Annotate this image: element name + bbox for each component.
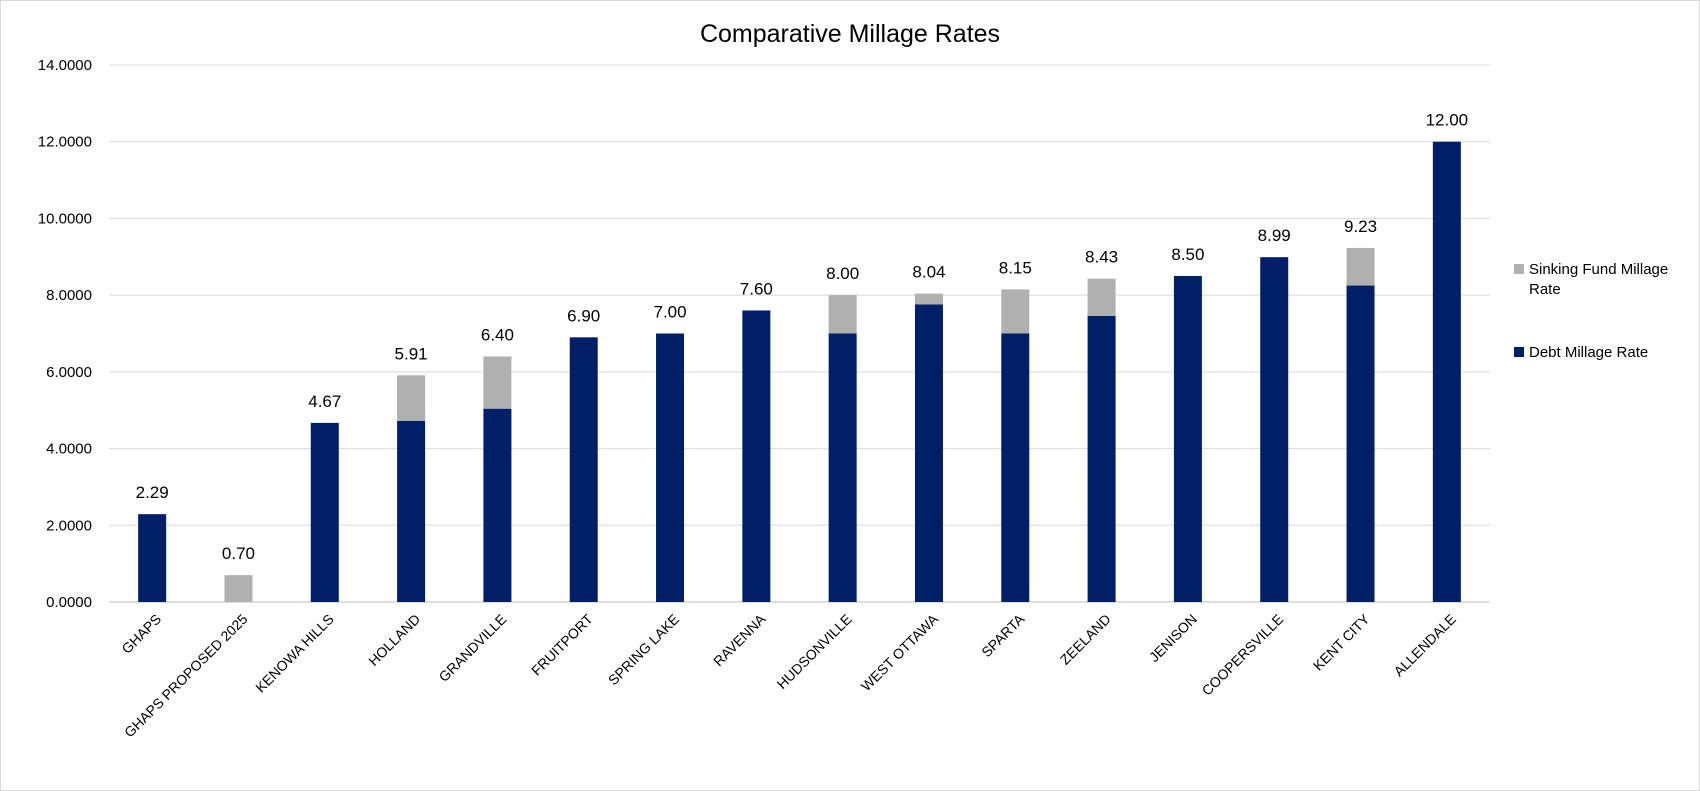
x-category-label: ALLENDALE xyxy=(1390,611,1459,680)
bar-sinking-fund xyxy=(397,375,426,421)
data-labels: 2.29 0.70 4.67 5.91 6.40 6.90 7.00 7.60 8.00 8.04… xyxy=(136,111,1469,563)
legend-label: Sinking Fund Millage xyxy=(1529,261,1668,278)
x-category-label: ZEELAND xyxy=(1057,611,1114,668)
bar-debt xyxy=(1346,285,1375,602)
bar-debt xyxy=(914,304,943,602)
x-category-label: SPRING LAKE xyxy=(605,611,682,688)
data-label: 8.50 xyxy=(1171,245,1204,264)
bar-sinking-fund xyxy=(1346,247,1375,286)
bar-debt xyxy=(310,422,339,602)
bar-debt xyxy=(1173,275,1202,602)
y-tick-label: 6.0000 xyxy=(46,364,92,381)
x-category-label: KENT CITY xyxy=(1310,610,1373,673)
y-tick-label: 2.0000 xyxy=(46,517,92,534)
bars xyxy=(138,141,1461,602)
data-label: 7.00 xyxy=(653,303,686,322)
bar-debt xyxy=(828,333,857,602)
x-category-label: JENISON xyxy=(1146,611,1200,665)
y-tick-label: 12.0000 xyxy=(38,134,92,151)
data-label: 6.90 xyxy=(567,306,600,325)
data-label: 0.70 xyxy=(222,544,255,563)
x-category-label: KENOWA HILLS xyxy=(252,611,337,696)
bar-debt xyxy=(138,514,167,602)
x-category-label: SPARTA xyxy=(978,610,1028,660)
bar-debt xyxy=(569,337,598,602)
y-tick-label: 8.0000 xyxy=(46,287,92,304)
data-label: 7.60 xyxy=(740,279,773,298)
legend-swatch xyxy=(1514,264,1524,274)
y-tick-label: 4.0000 xyxy=(46,441,92,458)
bar-sinking-fund xyxy=(828,295,857,334)
bar-debt xyxy=(1260,257,1289,602)
x-category-label: FRUITPORT xyxy=(528,610,596,678)
chart-title: Comparative Millage Rates xyxy=(700,20,1000,48)
bar-debt xyxy=(1432,141,1461,602)
bar-debt xyxy=(742,310,771,602)
legend-label: Debt Millage Rate xyxy=(1529,344,1648,361)
x-category-label: HOLLAND xyxy=(365,611,423,669)
y-tick-label: 10.0000 xyxy=(38,210,92,227)
bar-sinking-fund xyxy=(914,293,943,305)
data-label: 6.40 xyxy=(481,326,514,345)
x-category-label: GHAPS xyxy=(118,611,164,657)
data-label: 4.67 xyxy=(308,392,341,411)
data-label: 5.91 xyxy=(395,344,428,363)
data-label: 8.43 xyxy=(1085,248,1118,267)
bar-debt xyxy=(483,408,512,602)
x-category-label: COOPERSVILLE xyxy=(1199,611,1287,699)
x-category-label: RAVENNA xyxy=(710,610,769,669)
legend-label-line2: Rate xyxy=(1529,281,1561,298)
bar-debt xyxy=(397,420,426,602)
y-tick-label: 14.0000 xyxy=(38,57,92,74)
bar-sinking-fund xyxy=(224,575,253,602)
data-label: 12.00 xyxy=(1426,111,1469,130)
x-category-label: HUDSONVILLE xyxy=(774,611,855,692)
bar-debt xyxy=(1087,315,1116,602)
legend: Sinking Fund Millage Rate Debt Millage Rat… xyxy=(1514,261,1668,361)
y-tick-label: 0.0000 xyxy=(46,594,92,611)
bar-debt xyxy=(656,333,685,602)
data-label: 8.99 xyxy=(1258,226,1291,245)
data-label: 9.23 xyxy=(1344,217,1377,236)
data-label: 8.04 xyxy=(912,263,945,282)
x-category-label: GRANDVILLE xyxy=(435,611,509,685)
bar-sinking-fund xyxy=(483,356,512,409)
x-category-label: WEST OTTAWA xyxy=(858,610,942,694)
bar-sinking-fund xyxy=(1001,289,1030,334)
bar-sinking-fund xyxy=(1087,278,1116,316)
gridlines xyxy=(109,64,1490,603)
bar-debt xyxy=(1001,333,1030,602)
data-label: 8.15 xyxy=(999,258,1032,277)
data-label: 8.00 xyxy=(826,264,859,283)
data-label: 2.29 xyxy=(136,483,169,502)
y-axis-ticks: 0.0000 2.0000 4.0000 6.0000 8.0000 10.0000 12.… xyxy=(38,57,92,611)
legend-swatch xyxy=(1514,347,1524,357)
